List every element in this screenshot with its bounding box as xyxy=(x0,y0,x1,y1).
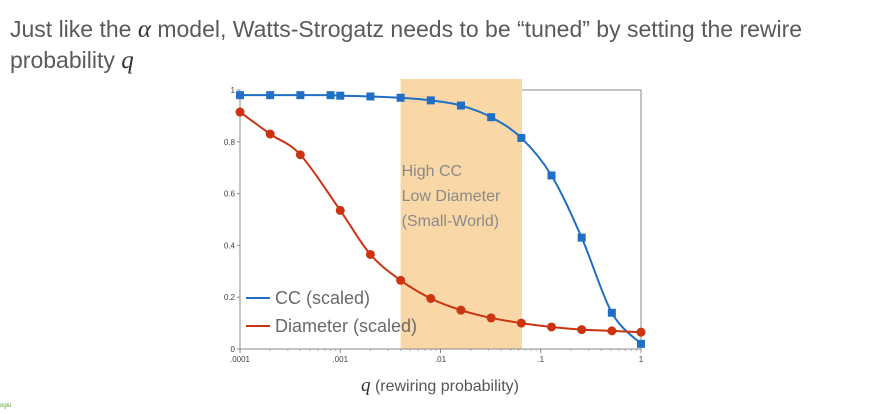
title-text-3: probability xyxy=(10,47,122,73)
cc-data-point xyxy=(456,101,465,110)
y-tick-label: 1 xyxy=(231,86,236,95)
region-label-line: Low Diameter xyxy=(402,188,501,205)
diameter-data-point xyxy=(426,293,436,303)
cc-data-point xyxy=(236,91,244,100)
diameter-data-point xyxy=(516,318,526,328)
cc-data-point xyxy=(637,339,645,348)
slide-title: Just like the α model, Watts-Strogatz ne… xyxy=(10,14,870,76)
x-tick-label: 1 xyxy=(639,355,644,364)
cc-data-point xyxy=(577,233,586,242)
cc-data-point xyxy=(487,113,496,122)
legend-label-0: CC (scaled) xyxy=(275,288,370,308)
cc-data-point xyxy=(326,91,335,100)
cc-data-point xyxy=(426,96,435,105)
x-tick-label: .01 xyxy=(435,355,447,364)
diameter-data-point xyxy=(295,150,305,160)
diameter-data-point xyxy=(456,305,466,315)
cc-data-point xyxy=(517,133,526,142)
diameter-data-point xyxy=(265,129,275,139)
diameter-data-point xyxy=(365,249,375,259)
y-tick-label: 0.8 xyxy=(224,138,236,147)
x-tick-label: .001 xyxy=(332,355,348,364)
y-tick-label: 0.6 xyxy=(224,190,236,199)
diameter-data-point xyxy=(577,325,587,335)
diameter-data-point xyxy=(607,326,617,336)
region-label-line: (Small-World) xyxy=(402,213,499,230)
cc-data-point xyxy=(336,91,345,100)
diameter-data-point xyxy=(235,107,245,117)
cc-data-point xyxy=(607,308,616,317)
footer-tag: ogiu xyxy=(0,403,12,409)
diameter-data-point xyxy=(636,327,646,337)
diameter-data-point xyxy=(396,275,406,285)
q-symbol: q xyxy=(121,47,134,74)
x-axis-label: q (rewiring probability) xyxy=(361,375,519,396)
y-tick-label: 0.4 xyxy=(224,241,236,250)
cc-data-point xyxy=(547,171,556,180)
y-tick-label: 0 xyxy=(231,345,236,354)
cc-data-point xyxy=(296,91,305,100)
region-label-line: High CC xyxy=(402,163,462,180)
alpha-symbol: α xyxy=(137,16,151,43)
title-text-1: Just like the xyxy=(10,16,138,42)
diameter-data-point xyxy=(546,322,556,332)
diameter-data-point xyxy=(486,313,496,323)
x-tick-label: .1 xyxy=(537,355,544,364)
legend-label-1: Diameter (scaled) xyxy=(275,316,417,336)
title-text-2: model, Watts-Strogatz needs to be “tuned… xyxy=(150,16,803,42)
x-tick-label: .0001 xyxy=(230,355,251,364)
y-tick-label: 0.2 xyxy=(224,293,236,302)
cc-data-point xyxy=(366,92,375,101)
cc-data-point xyxy=(396,93,405,102)
diameter-data-point xyxy=(335,205,345,215)
cc-data-point xyxy=(266,91,275,100)
